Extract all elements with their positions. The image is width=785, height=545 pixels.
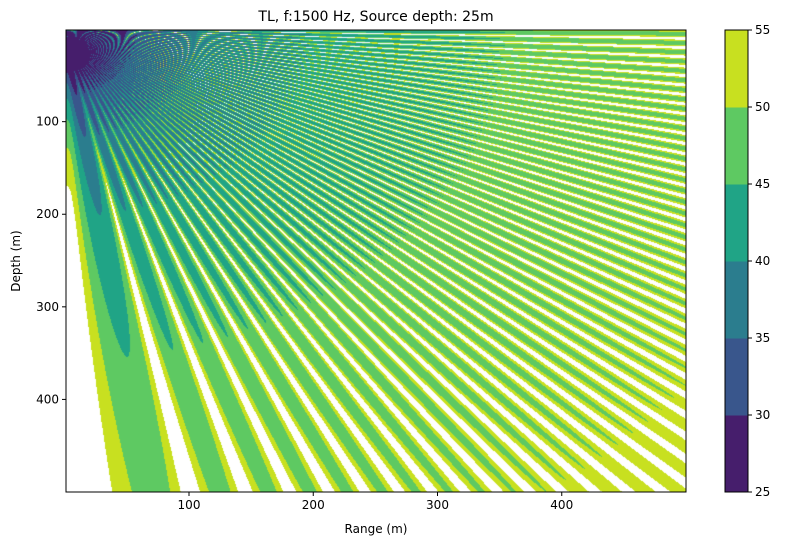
plot-frame: [65, 29, 687, 493]
y-tick-label: 200: [36, 207, 59, 221]
y-axis-ticks: 100 200 300 400: [36, 115, 66, 406]
plot-area: [65, 29, 687, 493]
x-tick-label: 200: [302, 498, 325, 512]
colorbar-band: [725, 415, 748, 493]
colorbar-band: [725, 184, 748, 262]
x-tick-label: 400: [550, 498, 573, 512]
x-tick-label: 100: [178, 498, 201, 512]
colorbar-band: [725, 30, 748, 108]
colorbar: 25 30 35 40 45 50 55: [724, 23, 770, 499]
x-axis-ticks: 100 200 300 400: [178, 492, 573, 512]
colorbar-tick-label: 50: [755, 100, 770, 114]
colorbar-tick-label: 55: [755, 23, 770, 37]
tl-contour-field: [66, 30, 686, 492]
y-tick-label: 300: [36, 300, 59, 314]
colorbar-tick-label: 25: [755, 485, 770, 499]
x-tick-label: 300: [426, 498, 449, 512]
colorbar-band: [725, 107, 748, 185]
colorbar-band: [725, 338, 748, 416]
y-tick-label: 100: [36, 115, 59, 129]
chart-title: TL, f:1500 Hz, Source depth: 25m: [257, 9, 493, 25]
x-axis-label: Range (m): [345, 522, 408, 536]
y-tick-label: 400: [36, 392, 59, 406]
colorbar-tick-label: 30: [755, 408, 770, 422]
colorbar-band: [725, 261, 748, 339]
colorbar-tick-label: 45: [755, 177, 770, 191]
colorbar-tick-label: 35: [755, 331, 770, 345]
y-axis-label: Depth (m): [9, 230, 23, 291]
colorbar-tick-label: 40: [755, 254, 770, 268]
